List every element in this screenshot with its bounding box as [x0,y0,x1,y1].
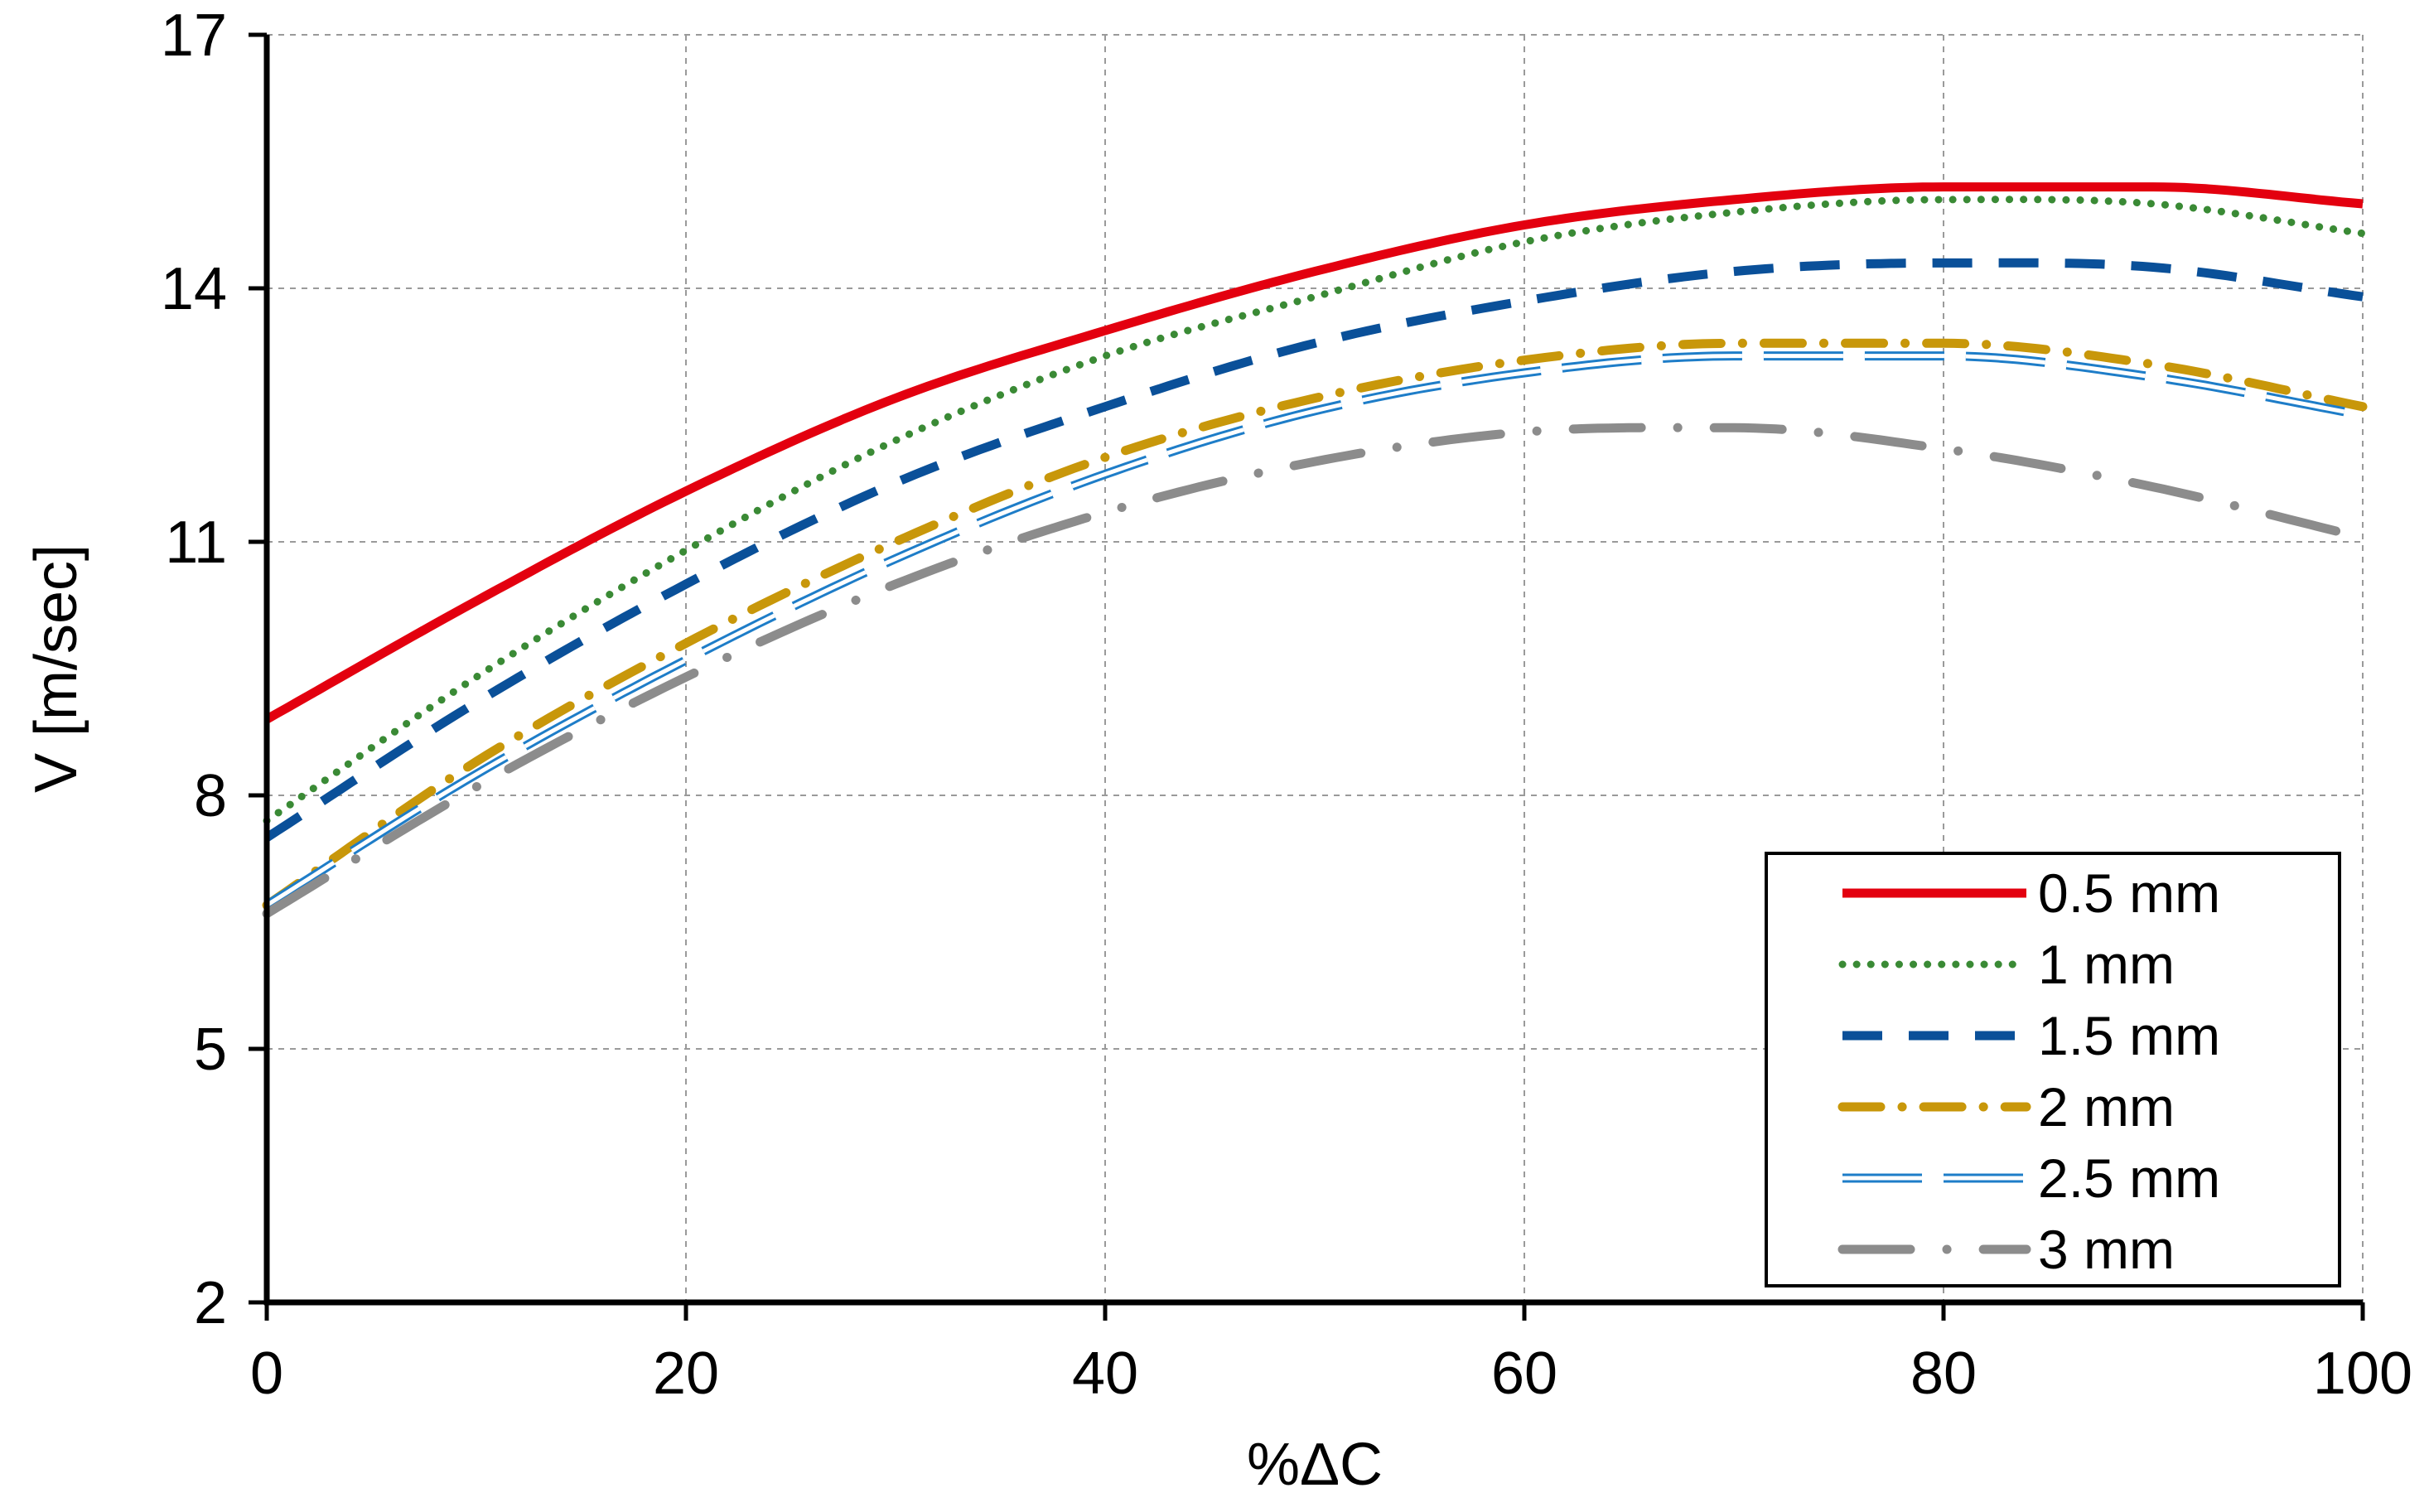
ticks: 0 20 40 60 80 100 2 5 8 11 14 17 [161,2,2412,1407]
series-1_5-mm [263,258,2364,842]
x-tick-label: 100 [2313,1341,2412,1407]
x-tick-label: 60 [1491,1341,1557,1407]
legend-label: 1 mm [2038,934,2175,995]
legend-box [1765,852,2341,1287]
series-line [262,338,2368,911]
y-tick-label: 8 [194,763,227,829]
series-0_5-mm [264,182,2364,723]
series-2-mm [262,338,2368,911]
legend-label: 2.5 mm [2038,1147,2220,1209]
x-axis-title: %ΔC [1247,1432,1383,1498]
series-line [262,423,2368,919]
y-axis-title: V [m/sec] [23,544,89,793]
y-tick-label: 14 [161,256,227,322]
series-3-mm [262,423,2368,919]
legend: 0.5 mm 1 mm 1.5 mm 2 mm 2.5 mm 3 mm [1765,852,2341,1287]
series-2_5-mm [264,351,2364,910]
series-layer [262,182,2368,919]
series-line-inner [265,354,2364,907]
x-tick-label: 20 [653,1341,719,1407]
x-tick-label: 80 [1910,1341,1977,1407]
axes [263,35,2363,1306]
legend-label: 1.5 mm [2038,1005,2220,1066]
series-line [263,258,2364,842]
x-tick-label: 40 [1072,1341,1138,1407]
series-line [264,182,2364,723]
y-tick-label: 5 [194,1017,227,1083]
legend-label: 0.5 mm [2038,862,2220,924]
legend-label: 2 mm [2038,1076,2175,1138]
y-tick-label: 2 [194,1270,227,1336]
legend-label: 3 mm [2038,1219,2175,1280]
x-tick-label: 0 [250,1341,283,1407]
y-tick-label: 17 [161,2,227,69]
y-tick-label: 11 [165,510,227,576]
